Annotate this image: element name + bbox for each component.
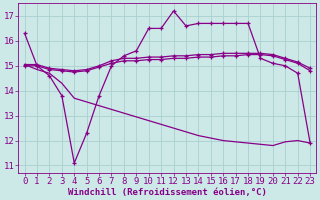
X-axis label: Windchill (Refroidissement éolien,°C): Windchill (Refroidissement éolien,°C) [68, 188, 267, 197]
